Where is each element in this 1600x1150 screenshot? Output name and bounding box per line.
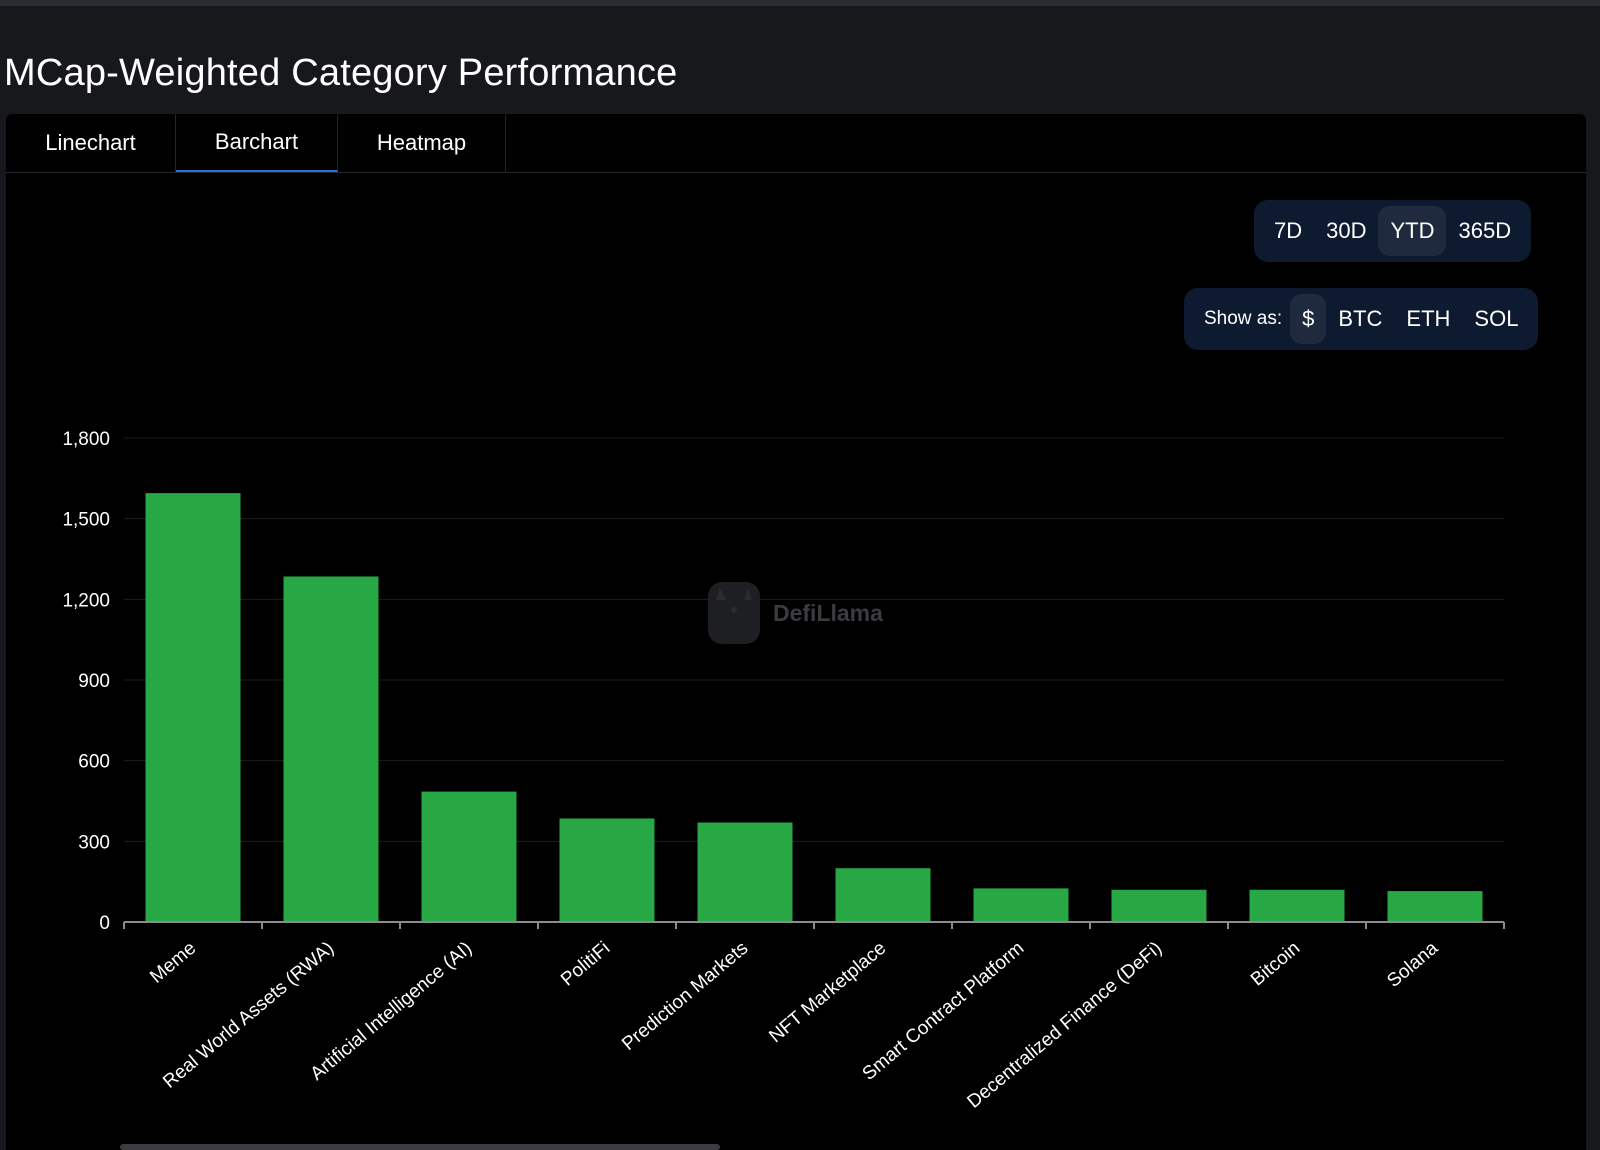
- period-365d-button[interactable]: 365D: [1458, 218, 1512, 243]
- y-tick-label: 1,800: [62, 429, 110, 450]
- x-tick-label: Prediction Markets: [618, 938, 752, 1055]
- bar[interactable]: [1111, 889, 1207, 922]
- y-tick-label: 600: [78, 752, 110, 773]
- watermark-text: DefiLlama: [773, 600, 883, 626]
- watermark: DefiLlama: [708, 582, 883, 644]
- denom-usd-button[interactable]: $: [1290, 294, 1327, 344]
- tab-linechart-label: Linechart: [45, 130, 136, 155]
- chart-panel: Linechart Barchart Heatmap 7D 30D YTD 36…: [6, 114, 1586, 1150]
- y-tick-label: 1,500: [62, 510, 110, 531]
- x-tick-label: NFT Marketplace: [765, 938, 890, 1048]
- tab-heatmap-label: Heatmap: [376, 130, 467, 155]
- x-tick-label: Bitcoin: [1247, 938, 1304, 991]
- x-tick-label: Meme: [146, 938, 200, 988]
- period-ytd-button[interactable]: YTD: [1378, 206, 1447, 256]
- x-tick-label: Solana: [1383, 937, 1442, 991]
- page-title: MCap-Weighted Category Performance: [4, 52, 678, 94]
- horizontal-scrollbar[interactable]: [120, 1144, 720, 1150]
- denom-eth-button[interactable]: ETH: [1406, 306, 1451, 331]
- y-tick-label: 1,200: [62, 590, 110, 611]
- denom-btc-button[interactable]: BTC: [1338, 306, 1383, 331]
- y-tick-label: 900: [78, 671, 110, 692]
- top-strip: [0, 0, 1600, 6]
- bars: [145, 493, 1483, 922]
- y-tick-label: 0: [99, 913, 110, 934]
- bar[interactable]: [283, 576, 379, 922]
- bar[interactable]: [559, 818, 655, 922]
- y-tick-label: 300: [78, 832, 110, 853]
- period-7d-button[interactable]: 7D: [1274, 218, 1303, 243]
- period-30d-button[interactable]: 30D: [1326, 218, 1367, 243]
- show-as-label: Show as:: [1204, 308, 1283, 329]
- tab-heatmap[interactable]: Heatmap: [338, 114, 506, 172]
- chart-tabs: Linechart Barchart Heatmap: [6, 114, 1586, 173]
- denomination-toggle: Show as: $ BTC ETH SOL: [1184, 288, 1539, 350]
- x-tick-label: PolitiFi: [557, 938, 614, 991]
- bar[interactable]: [145, 493, 241, 922]
- bar[interactable]: [697, 822, 793, 922]
- period-toggle: 7D 30D YTD 365D: [1254, 200, 1532, 262]
- bar[interactable]: [1387, 891, 1483, 922]
- denom-sol-button[interactable]: SOL: [1474, 306, 1519, 331]
- tab-barchart-label: Barchart: [214, 129, 299, 154]
- bar[interactable]: [1249, 889, 1345, 922]
- llama-logo-icon: [708, 582, 760, 644]
- tab-barchart[interactable]: Barchart: [176, 114, 338, 172]
- x-tick-label: Artificial Intelligence (AI): [307, 938, 477, 1085]
- tab-linechart[interactable]: Linechart: [6, 114, 176, 172]
- bar[interactable]: [973, 888, 1069, 922]
- bar[interactable]: [835, 868, 931, 922]
- bar[interactable]: [421, 791, 517, 922]
